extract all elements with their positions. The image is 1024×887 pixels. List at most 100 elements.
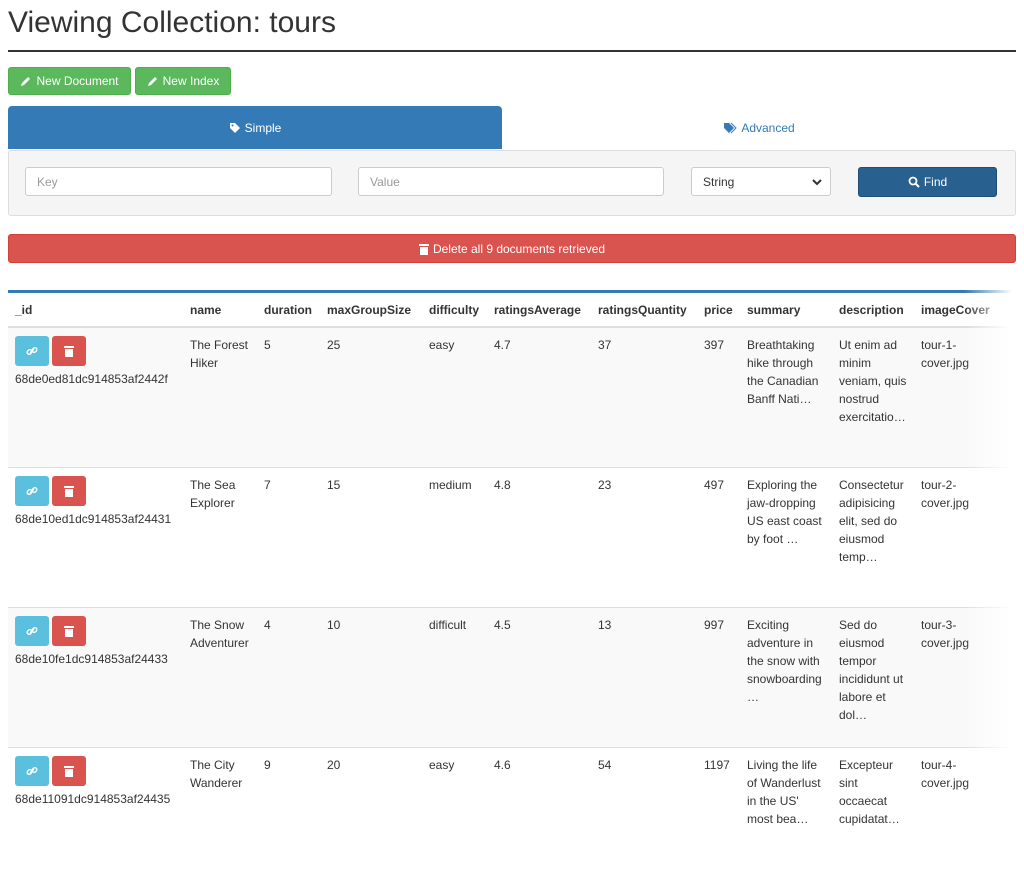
table-cell: 68de10fe1dc914853af24433 — [8, 608, 183, 748]
document-id[interactable]: 68de11091dc914853af24435 — [15, 790, 176, 808]
page: Viewing Collection: tours New Document N… — [0, 0, 1024, 811]
column-header[interactable]: duration — [257, 292, 320, 328]
advanced-tab[interactable]: Advanced — [512, 106, 1006, 149]
new-document-button[interactable]: New Document — [8, 67, 131, 95]
cell-text: 497 — [704, 476, 733, 494]
column-header[interactable]: price — [697, 292, 740, 328]
cell-text: 23 — [598, 476, 690, 494]
table-cell: 68de11091dc914853af24435 — [8, 748, 183, 887]
find-button[interactable]: Find — [858, 167, 997, 197]
table-cell: 497 — [697, 468, 740, 608]
type-select[interactable]: String — [691, 167, 831, 196]
column-header[interactable]: ratingsQuantity — [591, 292, 697, 328]
table-cell: 4.5 — [487, 608, 591, 748]
view-button[interactable] — [15, 476, 49, 506]
delete-button[interactable] — [52, 336, 86, 366]
table-cell: 23 — [591, 468, 697, 608]
table-cell: 9 — [257, 748, 320, 887]
table-cell: 68de0ed81dc914853af2442f — [8, 327, 183, 468]
document-row: 68de10fe1dc914853af24433 The Snow Adventu… — [8, 608, 1024, 748]
column-header[interactable]: description — [832, 292, 914, 328]
table-cell: 54 — [591, 748, 697, 887]
cell-text: 4.5 — [494, 616, 584, 634]
trash-icon — [64, 765, 74, 777]
column-header[interactable]: _id — [8, 292, 183, 328]
delete-button[interactable] — [52, 476, 86, 506]
table-cell: 4.8 — [487, 468, 591, 608]
cell-text: Sed do eiusmod tempor incididunt ut labo… — [839, 616, 907, 724]
table-cell: Exploring the jaw-dropping US east coast… — [740, 468, 832, 608]
link-icon — [26, 345, 38, 357]
cell-text: 5 — [264, 336, 313, 354]
delete-all-button[interactable]: Delete all 9 documents retrieved — [8, 234, 1016, 263]
cell-text: easy — [429, 336, 480, 354]
column-header[interactable]: name — [183, 292, 257, 328]
column-header[interactable]: summary — [740, 292, 832, 328]
cell-text: Exciting adventure in the snow with snow… — [747, 616, 825, 706]
cell-text: Exploring the jaw-dropping US east coast… — [747, 476, 825, 548]
table-cell: Excepteur sint occaecat cupidatat… — [832, 748, 914, 887]
view-button[interactable] — [15, 336, 49, 366]
link-icon — [26, 485, 38, 497]
column-header[interactable]: difficulty — [422, 292, 487, 328]
cell-text: 54 — [598, 756, 690, 774]
cell-text: 4.6 — [494, 756, 584, 774]
cell-text: easy — [429, 756, 480, 774]
row-actions — [15, 756, 176, 786]
placeholder: Key — [37, 175, 58, 189]
select-value: String — [703, 175, 734, 189]
document-id[interactable]: 68de10fe1dc914853af24433 — [15, 650, 176, 668]
button-label: New Document — [36, 74, 118, 88]
new-index-button[interactable]: New Index — [135, 67, 231, 95]
pencil-icon — [20, 75, 32, 87]
search-icon — [908, 176, 920, 188]
cell-text: The Forest Hiker — [190, 336, 250, 372]
cell-text: 20 — [327, 756, 415, 774]
cell-text: 1197 — [704, 756, 733, 774]
cell-text: difficult — [429, 616, 480, 634]
trash-icon — [64, 345, 74, 357]
view-button[interactable] — [15, 616, 49, 646]
table-cell: difficult — [422, 608, 487, 748]
table-cell: Breathtaking hike through the Canadian B… — [740, 327, 832, 468]
table-cell: The Forest Hiker — [183, 327, 257, 468]
row-actions — [15, 616, 176, 646]
cell-text: 10 — [327, 616, 415, 634]
table-cell: 1197 — [697, 748, 740, 887]
value-input[interactable]: Value — [358, 167, 664, 196]
simple-tab[interactable]: Simple — [8, 106, 502, 149]
view-button[interactable] — [15, 756, 49, 786]
cell-text: medium — [429, 476, 480, 494]
trash-icon — [64, 485, 74, 497]
cell-text: The City Wanderer — [190, 756, 250, 792]
table-cell: Sed do eiusmod tempor incididunt ut labo… — [832, 608, 914, 748]
table-cell: 13 — [591, 608, 697, 748]
table-cell: 5 — [257, 327, 320, 468]
table-cell: Exciting adventure in the snow with snow… — [740, 608, 832, 748]
row-actions — [15, 476, 176, 506]
document-id[interactable]: 68de0ed81dc914853af2442f — [15, 370, 176, 388]
table-cell: Living the life of Wanderlust in the US'… — [740, 748, 832, 887]
scroll-fade — [964, 290, 1024, 811]
key-input[interactable]: Key — [25, 167, 332, 196]
document-row: 68de0ed81dc914853af2442f The Forest Hiker… — [8, 327, 1024, 468]
cell-text: Living the life of Wanderlust in the US'… — [747, 756, 825, 828]
page-title: Viewing Collection: tours — [8, 6, 336, 40]
tab-label: Simple — [245, 121, 282, 135]
column-header[interactable]: maxGroupSize — [320, 292, 422, 328]
cell-text: The Snow Adventurer — [190, 616, 250, 652]
table-cell: 15 — [320, 468, 422, 608]
table-cell: easy — [422, 327, 487, 468]
delete-button[interactable] — [52, 756, 86, 786]
cell-text: 37 — [598, 336, 690, 354]
delete-button[interactable] — [52, 616, 86, 646]
cell-text: 13 — [598, 616, 690, 634]
cell-text: 9 — [264, 756, 313, 774]
trash-icon — [64, 625, 74, 637]
table-cell: The City Wanderer — [183, 748, 257, 887]
column-header[interactable]: ratingsAverage — [487, 292, 591, 328]
document-id[interactable]: 68de10ed1dc914853af24431 — [15, 510, 176, 528]
